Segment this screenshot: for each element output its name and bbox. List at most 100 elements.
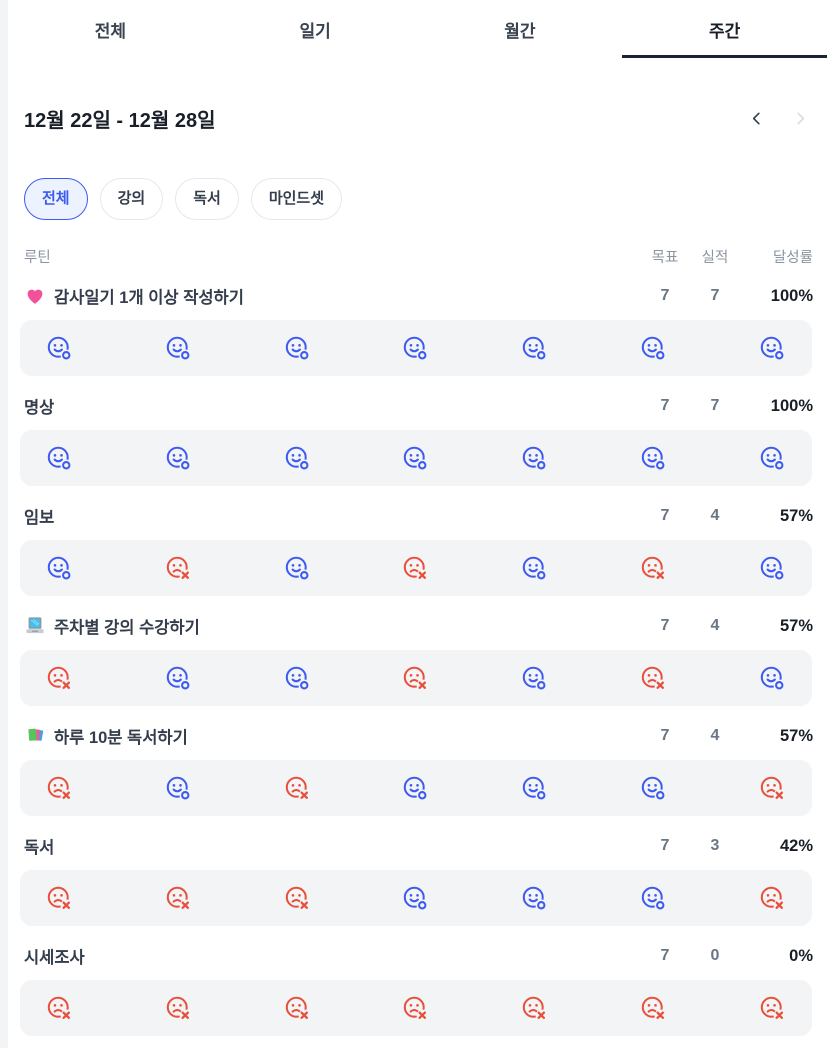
routine-goal-value: 7	[660, 397, 670, 414]
heart-icon	[24, 285, 46, 307]
routine-actual-value: 3	[710, 837, 720, 854]
category-filter-chips: 전체 강의 독서 마인드셋	[24, 178, 827, 220]
status-done-icon	[284, 665, 311, 692]
page-left-gutter	[0, 0, 8, 1048]
routine-goal-value: 7	[660, 287, 670, 304]
routine-title-row: 주차별 강의 수강하기 7 4 57%	[8, 612, 827, 640]
routine-name: 시세조사	[24, 949, 85, 967]
routine-actual-value: 4	[710, 617, 720, 634]
status-done-icon	[46, 445, 73, 472]
status-done-icon	[284, 335, 311, 362]
routine-rate-value: 42%	[779, 836, 813, 855]
status-done-icon	[759, 335, 786, 362]
status-done-icon	[46, 555, 73, 582]
routine-table-header: 루틴 목표 실적 달성률	[8, 246, 827, 266]
status-missed-icon	[284, 995, 311, 1022]
status-missed-icon	[640, 665, 667, 692]
routine-name: 주차별 강의 수강하기	[54, 619, 200, 637]
status-done-icon	[759, 445, 786, 472]
status-done-icon	[165, 445, 192, 472]
daily-status-strip	[20, 650, 812, 706]
status-missed-icon	[402, 555, 429, 582]
status-done-icon	[46, 335, 73, 362]
routine-goal-value: 7	[660, 617, 670, 634]
routine-actual-value: 7	[710, 397, 720, 414]
status-done-icon	[402, 775, 429, 802]
routine-goal-value: 7	[660, 727, 670, 744]
routine-goal-value: 7	[660, 947, 670, 964]
routine-rate-value: 100%	[770, 396, 813, 415]
tab-monthly[interactable]: 월간	[418, 0, 623, 58]
routine-list: 감사일기 1개 이상 작성하기 7 7 100%	[8, 282, 827, 1036]
routine-row: 독서 7 3 42%	[8, 832, 827, 926]
laptop-icon	[24, 615, 46, 637]
status-missed-icon	[759, 885, 786, 912]
status-done-icon	[402, 335, 429, 362]
books-icon	[28, 728, 44, 741]
routine-actual-value: 0	[710, 947, 720, 964]
status-done-icon	[640, 335, 667, 362]
status-missed-icon	[759, 995, 786, 1022]
routine-goal-value: 7	[660, 837, 670, 854]
chevron-left-icon	[752, 112, 760, 125]
routine-title-row: 시세조사 7 0 0%	[8, 942, 827, 970]
daily-status-strip	[20, 320, 812, 376]
status-done-icon	[640, 445, 667, 472]
routine-actual-value: 7	[710, 287, 720, 304]
routine-name: 감사일기 1개 이상 작성하기	[54, 289, 244, 307]
tab-weekly[interactable]: 주간	[622, 0, 827, 58]
filter-chip-all[interactable]: 전체	[24, 178, 88, 220]
status-done-icon	[521, 335, 548, 362]
daily-status-strip	[20, 870, 812, 926]
week-nav-arrows	[747, 110, 813, 128]
daily-status-strip	[20, 430, 812, 486]
status-done-icon	[284, 555, 311, 582]
status-missed-icon	[402, 665, 429, 692]
routine-actual-value: 4	[710, 727, 720, 744]
tab-all[interactable]: 전체	[8, 0, 213, 58]
status-done-icon	[402, 445, 429, 472]
filter-chip-mindset[interactable]: 마인드셋	[250, 178, 343, 220]
status-missed-icon	[165, 995, 192, 1022]
routine-rate-value: 0%	[789, 946, 813, 965]
week-range-title: 12월 22일 - 12월 28일	[24, 110, 216, 132]
previous-week-button[interactable]	[747, 110, 765, 128]
status-missed-icon	[284, 775, 311, 802]
status-done-icon	[759, 665, 786, 692]
books-icon	[24, 725, 46, 747]
status-missed-icon	[46, 885, 73, 912]
filter-chip-reading[interactable]: 독서	[175, 178, 239, 220]
routine-rate-value: 100%	[770, 286, 813, 305]
routine-actual-value: 4	[710, 507, 720, 524]
routine-row: 하루 10분 독서하기 7 4 57%	[8, 722, 827, 816]
daily-status-strip	[20, 980, 812, 1036]
status-done-icon	[521, 775, 548, 802]
column-header-goal: 목표	[651, 249, 679, 266]
heart-icon	[27, 289, 43, 304]
status-done-icon	[640, 885, 667, 912]
routine-name: 명상	[24, 399, 55, 417]
status-done-icon	[165, 335, 192, 362]
filter-chip-lecture[interactable]: 강의	[99, 178, 164, 220]
week-navigator: 12월 22일 - 12월 28일	[24, 104, 813, 133]
status-done-icon	[521, 885, 548, 912]
status-done-icon	[521, 555, 548, 582]
status-missed-icon	[521, 995, 548, 1022]
laptop-icon	[26, 617, 44, 634]
status-missed-icon	[165, 555, 192, 582]
next-week-button[interactable]	[791, 110, 809, 128]
status-done-icon	[284, 445, 311, 472]
status-missed-icon	[402, 995, 429, 1022]
status-done-icon	[165, 775, 192, 802]
status-done-icon	[402, 885, 429, 912]
column-header-rate: 달성률	[772, 249, 813, 266]
status-missed-icon	[46, 995, 73, 1022]
daily-status-strip	[20, 540, 812, 596]
status-missed-icon	[284, 885, 311, 912]
status-done-icon	[521, 445, 548, 472]
routine-goal-value: 7	[660, 507, 670, 524]
report-tabs: 전체 일기 월간 주간	[8, 0, 827, 58]
tab-diary[interactable]: 일기	[213, 0, 418, 58]
chevron-right-icon	[796, 112, 804, 125]
routine-title-row: 감사일기 1개 이상 작성하기 7 7 100%	[8, 282, 827, 310]
